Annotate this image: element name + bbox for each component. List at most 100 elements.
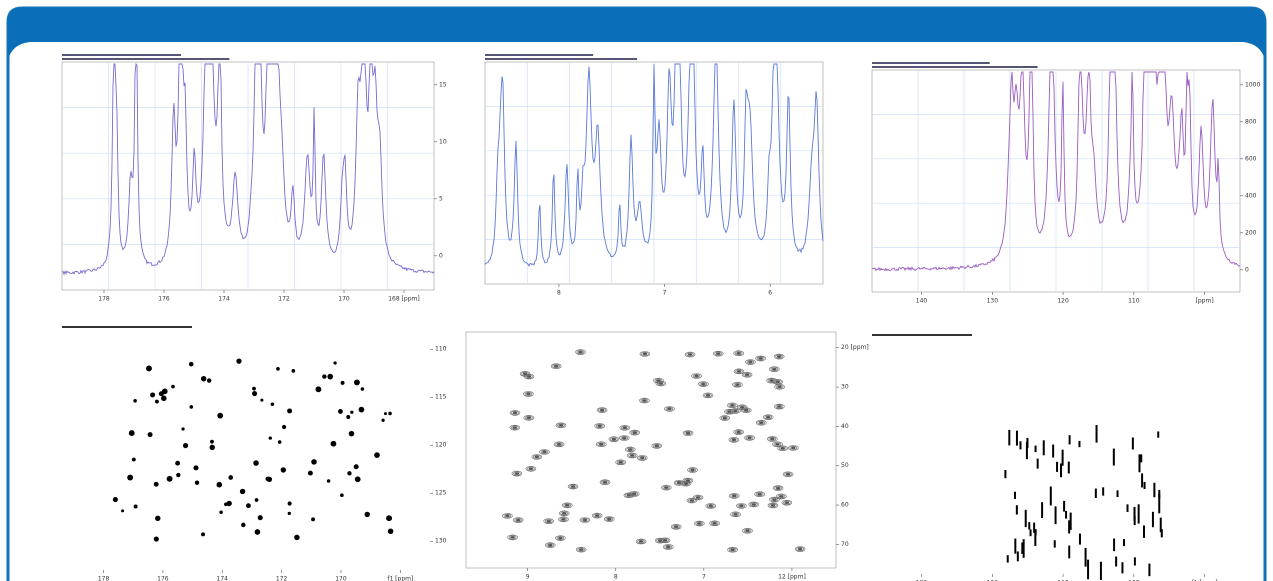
contour [667, 407, 672, 411]
peak-bar [1102, 487, 1105, 496]
contour [684, 351, 696, 358]
x-tick-label: 172 [278, 296, 290, 303]
contour [505, 514, 510, 518]
y-tick-label: 50 [841, 462, 849, 469]
contour [682, 481, 690, 486]
contour [546, 519, 552, 523]
peak-dot [181, 427, 185, 431]
contour [638, 455, 647, 461]
peak-bar [1121, 562, 1124, 574]
contour [682, 430, 694, 436]
peak-dot [246, 503, 251, 509]
contour [749, 502, 758, 507]
contour [626, 452, 638, 459]
contour [774, 383, 785, 390]
peak-dot [155, 399, 159, 404]
contour [742, 527, 753, 534]
x-tick-label: 8 [557, 290, 561, 297]
contour [567, 483, 579, 490]
spectrum-trace [61, 62, 435, 276]
x-tick-label: 7 [702, 574, 706, 581]
peak-bar [1138, 454, 1141, 473]
contour [785, 472, 791, 476]
x-tick-label: 130 [916, 580, 928, 581]
contour [772, 485, 784, 491]
contour [595, 423, 604, 429]
peak-bar [1095, 424, 1098, 443]
y-tick-label: 110 [435, 346, 447, 353]
contour [789, 445, 798, 450]
contour [743, 528, 752, 533]
contour [743, 408, 749, 412]
contour [727, 546, 738, 553]
contour [546, 543, 555, 548]
peak-bar [1113, 538, 1116, 552]
contour [665, 545, 671, 549]
peak-bar [1004, 470, 1007, 479]
contour [727, 410, 732, 414]
contour [730, 511, 741, 518]
peak-bar [1054, 506, 1057, 525]
contour [673, 525, 679, 529]
contour [595, 441, 607, 448]
peak-dot [330, 440, 337, 447]
peak-dot [166, 475, 173, 482]
contour [731, 494, 737, 498]
peak-bar [1063, 500, 1066, 512]
peak-dot [260, 398, 264, 402]
contour [599, 479, 611, 486]
contour [662, 485, 671, 490]
peak-bar [1052, 444, 1055, 458]
contour [775, 380, 781, 384]
contour [755, 419, 767, 426]
contour [684, 430, 692, 436]
peak-dot [121, 509, 125, 513]
contour [626, 447, 635, 452]
peak-dot [276, 367, 280, 371]
peak-bar [1158, 494, 1161, 514]
contour [602, 480, 608, 484]
contour [652, 443, 661, 448]
contour [511, 410, 519, 415]
contour [775, 486, 781, 490]
peak-bar [1028, 522, 1031, 530]
peak-bar [1094, 488, 1097, 498]
contour [698, 381, 709, 387]
contour [639, 397, 650, 404]
peak-bar [1153, 482, 1156, 498]
contour [692, 494, 704, 501]
contour [735, 369, 743, 374]
contour [705, 393, 711, 397]
contour [511, 470, 523, 477]
contour [606, 517, 612, 521]
peak-bar [1140, 454, 1143, 463]
contour [558, 536, 563, 540]
contour [690, 468, 695, 472]
contour [757, 420, 766, 425]
contour [732, 381, 743, 388]
contour [632, 431, 638, 434]
x-tick-label: 8 [614, 574, 618, 581]
peak-dot [340, 493, 344, 498]
contour [687, 353, 693, 356]
x-tick-label: 176 [157, 576, 169, 581]
contour [630, 491, 639, 497]
peak-dot [153, 481, 159, 487]
peak-bar [1042, 440, 1045, 456]
peak-bar [1133, 557, 1136, 566]
spectrum-panel: 130 120 110 100 f1 [ppm] [872, 334, 1218, 581]
contour [512, 411, 518, 415]
contour [656, 381, 665, 386]
contour [748, 360, 753, 364]
peak-bar [1159, 517, 1162, 533]
peak-dot [252, 390, 258, 397]
contour [735, 383, 740, 387]
contour [514, 472, 520, 475]
contour [664, 544, 673, 550]
contour [581, 517, 589, 523]
contour [762, 414, 774, 420]
contour [758, 421, 764, 425]
contour [744, 435, 755, 441]
contour [603, 516, 615, 522]
contour [688, 498, 696, 503]
